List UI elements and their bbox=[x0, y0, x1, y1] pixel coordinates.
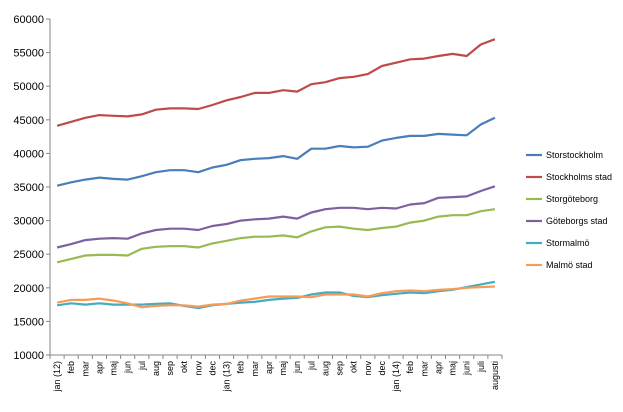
x-tick-label: jan (14) bbox=[391, 361, 401, 393]
x-tick-label: apr bbox=[264, 361, 274, 374]
x-tick-label: dec bbox=[207, 361, 217, 376]
legend-label-storstockholm: Storstockholm bbox=[546, 150, 603, 160]
series-line-storstockholm bbox=[56, 116, 496, 187]
x-tick-label: mar bbox=[419, 361, 429, 377]
x-tick-label: jan (13) bbox=[222, 361, 232, 393]
x-tick-label: jul bbox=[306, 361, 316, 371]
y-tick-label: 40000 bbox=[13, 148, 44, 160]
legend-label-g-teborgs-stad: Göteborgs stad bbox=[546, 216, 608, 226]
y-tick-label: 55000 bbox=[13, 48, 44, 60]
x-tick-label: maj bbox=[109, 361, 119, 376]
legend: Storstockholm Stockholms stad Storgöteborg… bbox=[526, 150, 612, 270]
legend-label-stockholms-stad: Stockholms stad bbox=[546, 172, 612, 182]
x-tick-label: okt bbox=[179, 361, 189, 374]
y-tick-labels: 10000 15000 20000 25000 30000 35000 40000 45000… bbox=[13, 14, 44, 362]
x-tick-label: juni bbox=[462, 361, 472, 376]
series-line-g-teborgs-stad bbox=[56, 185, 496, 249]
x-tick-label: sep bbox=[335, 361, 345, 376]
x-tick-label: jun bbox=[292, 361, 302, 374]
y-tick-label: 30000 bbox=[13, 216, 44, 228]
legend-label-storg-teborg: Storgöteborg bbox=[546, 194, 598, 204]
x-tick-label: augusti bbox=[490, 361, 500, 390]
y-tick-label: 60000 bbox=[13, 14, 44, 26]
x-tick-label: jan (12) bbox=[52, 361, 62, 393]
y-tick-label: 45000 bbox=[13, 115, 44, 127]
series-line-malm-stad bbox=[56, 285, 495, 309]
x-tick-label: feb bbox=[66, 361, 76, 374]
y-tick-label: 25000 bbox=[13, 249, 44, 261]
x-tick-label: mar bbox=[80, 361, 90, 377]
x-tick-label: maj bbox=[448, 361, 458, 376]
x-tick-label: apr bbox=[433, 361, 443, 374]
x-tick-label: nov bbox=[363, 361, 373, 376]
x-tick-label: okt bbox=[349, 361, 359, 374]
x-tick-label: apr bbox=[94, 361, 104, 374]
legend-label-stormalm-: Stormalmö bbox=[546, 238, 590, 248]
y-tick-label: 35000 bbox=[13, 182, 44, 194]
legend-label-malm-stad: Malmö stad bbox=[546, 260, 593, 270]
x-tick-label: jun bbox=[123, 361, 133, 374]
x-tick-label: aug bbox=[320, 361, 330, 376]
x-tick-label: sep bbox=[165, 361, 175, 376]
x-tick-labels: jan (12) feb mar apr maj jun jul aug sep okt nov de… bbox=[52, 361, 500, 393]
x-tick-label: feb bbox=[236, 361, 246, 374]
x-tick-label: dec bbox=[377, 361, 387, 376]
x-tick-label: juli bbox=[476, 361, 486, 373]
y-tick-label: 10000 bbox=[13, 350, 44, 362]
series-line-storg-teborg bbox=[56, 208, 496, 264]
y-tick-label: 15000 bbox=[13, 316, 44, 328]
x-tick-label: jul bbox=[137, 361, 147, 371]
series-line-stockholms-stad bbox=[56, 38, 496, 127]
series-lines bbox=[56, 38, 496, 310]
x-tick-label: maj bbox=[278, 361, 288, 376]
series-line-stormalm- bbox=[56, 280, 496, 310]
y-tick-label: 20000 bbox=[13, 283, 44, 295]
x-tick-label: aug bbox=[151, 361, 161, 376]
x-tick-label: feb bbox=[405, 361, 415, 374]
x-tick-label: mar bbox=[250, 361, 260, 377]
y-tick-label: 50000 bbox=[13, 81, 44, 93]
axes bbox=[46, 18, 503, 359]
x-tick-label: nov bbox=[193, 361, 203, 376]
